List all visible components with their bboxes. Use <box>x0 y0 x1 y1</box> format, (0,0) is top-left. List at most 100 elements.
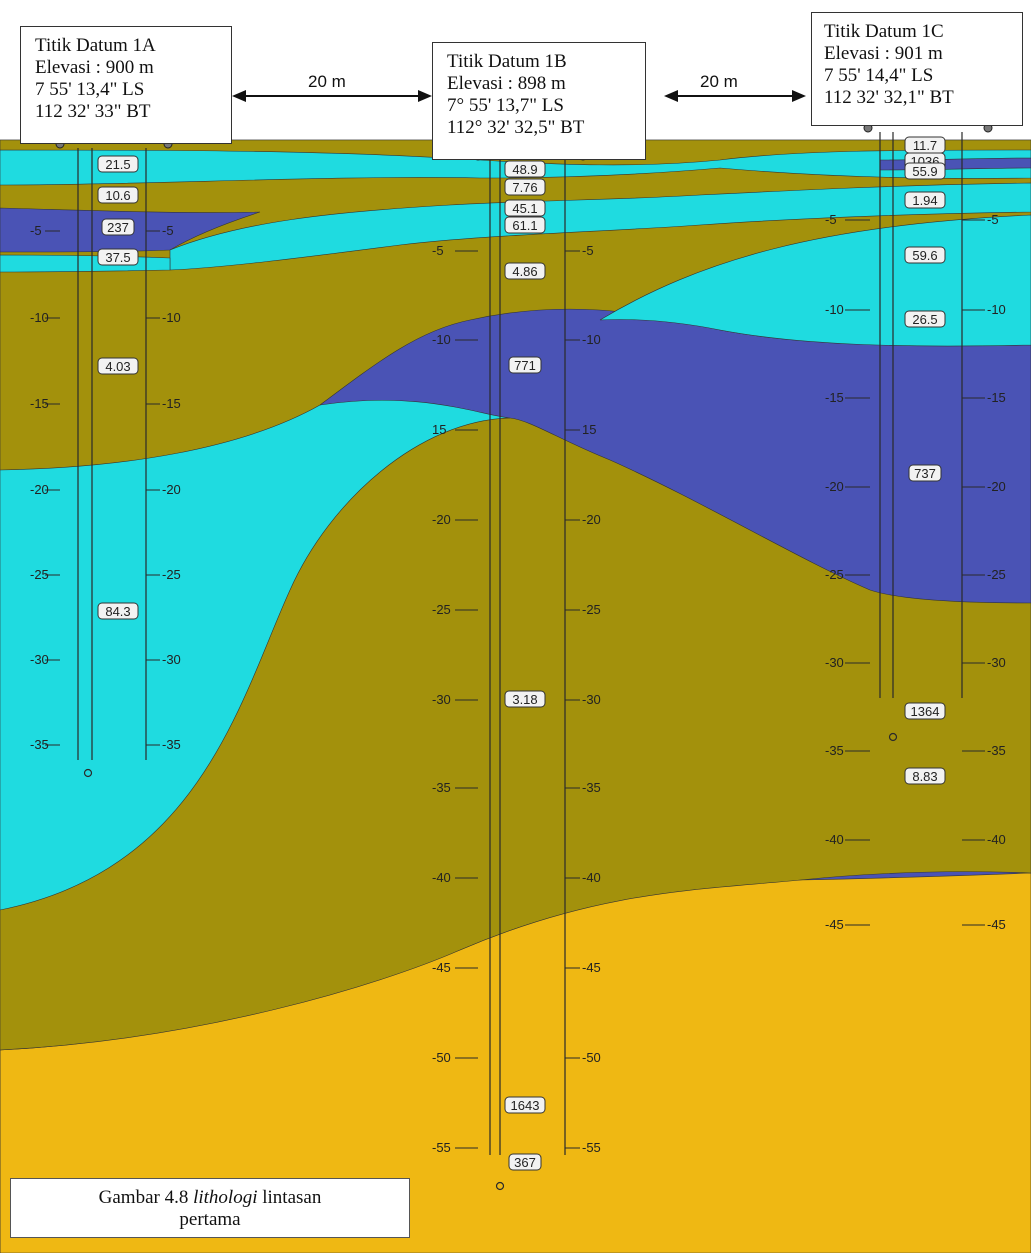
resistivity-box-1a <box>97 602 139 620</box>
borehole-end-1b <box>495 1181 505 1191</box>
depth-label-1c-right: -10 <box>987 302 1006 317</box>
depth-label-1b-right: -45 <box>582 960 601 975</box>
depth-label-1c-left: -10 <box>825 302 844 317</box>
resistivity-box-1c <box>908 464 942 482</box>
borehole-end-1c <box>888 732 898 742</box>
resistivity-box-1c <box>904 246 946 264</box>
resistivity-value-1b: 1643 <box>511 1098 540 1113</box>
depth-label-1c-right: -30 <box>987 655 1006 670</box>
depth-label-1a-right: -20 <box>162 482 181 497</box>
depth-label-1c-left: -20 <box>825 479 844 494</box>
resistivity-box-1b <box>504 1096 546 1114</box>
depth-label-1b-left: -5 <box>432 243 444 258</box>
resistivity-value-1c: 1.94 <box>912 193 937 208</box>
depth-label-1a-right: -5 <box>162 223 174 238</box>
datum-1a-longitude: 112 32' 33" BT <box>35 101 151 122</box>
distance-label-1a-1b: 20 m <box>308 72 346 91</box>
resistivity-value-1c: 1364 <box>911 704 940 719</box>
resistivity-value-1a: 237 <box>107 220 129 235</box>
datum-1b-longitude: 112° 32' 32,5" BT <box>447 117 585 138</box>
resistivity-value-1b: 48.9 <box>512 162 537 177</box>
depth-label-1b-left: -20 <box>432 512 451 527</box>
datum-1c-longitude: 112 32' 32,1" BT <box>824 87 954 108</box>
depth-label-1a-right: -15 <box>162 396 181 411</box>
resistivity-value-1c: 737 <box>914 466 936 481</box>
resistivity-value-1c: 8.83 <box>912 769 937 784</box>
resistivity-box-1a <box>101 218 135 236</box>
depth-label-1b-right: -20 <box>582 512 601 527</box>
depth-label-1b-left: -50 <box>432 1050 451 1065</box>
depth-label-1c-left: -25 <box>825 567 844 582</box>
resistivity-box-1c <box>904 702 946 720</box>
layer-cyan-band-left <box>0 254 171 273</box>
resistivity-box-1b <box>504 262 546 280</box>
resistivity-value-1b: 4.86 <box>512 264 537 279</box>
resistivity-value-1a: 84.3 <box>105 604 130 619</box>
resistivity-box-1c <box>904 310 946 328</box>
depth-label-1b-right: -10 <box>582 332 601 347</box>
resistivity-value-1a: 21.5 <box>105 157 130 172</box>
depth-label-1a-right: -35 <box>162 737 181 752</box>
borehole-end-1a <box>83 768 93 778</box>
datum-1c-elevation: Elevasi : 901 m <box>824 43 943 64</box>
datum-1a-box: Titik Datum 1A Elevasi : 900 m 7 55' 13,… <box>20 26 232 144</box>
resistivity-box-1b <box>508 1153 542 1171</box>
datum-1b-title: Titik Datum 1B <box>447 51 567 72</box>
depth-label-1b-left: 15 <box>432 422 446 437</box>
resistivity-box-1b <box>504 199 546 217</box>
resistivity-box-1a <box>97 186 139 204</box>
layer-blue-thin-top <box>879 157 1031 171</box>
datum-1b-box: Titik Datum 1B Elevasi : 898 m 7° 55' 13… <box>432 42 646 160</box>
resistivity-value-1b: 771 <box>514 358 536 373</box>
depth-label-1b-left: -25 <box>432 602 451 617</box>
datum-1b-latitude: 7° 55' 13,7" LS <box>447 95 564 116</box>
depth-label-1c-left: -45 <box>825 917 844 932</box>
depth-label-1b-right: 15 <box>582 422 596 437</box>
depth-label-1c-right: -5 <box>987 212 999 227</box>
caption-prefix: Gambar 4.8 <box>98 1187 189 1208</box>
datum-1a-latitude: 7 55' 13,4" LS <box>35 79 145 100</box>
resistivity-value-1c: 59.6 <box>912 248 937 263</box>
survey-lines <box>55 123 993 1191</box>
depth-label-1c-right: -20 <box>987 479 1006 494</box>
resistivity-value-1a: 10.6 <box>105 188 130 203</box>
depth-label-1b-right: -50 <box>582 1050 601 1065</box>
caption-italic: lithologi <box>193 1187 258 1208</box>
resistivity-box-1c <box>904 767 946 785</box>
depth-label-1b-left: -35 <box>432 780 451 795</box>
depth-label-1c-right: -45 <box>987 917 1006 932</box>
resistivity-box-1a <box>97 357 139 375</box>
resistivity-value-1c: 11.7 <box>913 138 937 153</box>
depth-label-1b-right: -5 <box>582 243 594 258</box>
depth-label-1b-right: -40 <box>582 870 601 885</box>
resistivity-box-1c <box>904 191 946 209</box>
resistivity-value-1c: 55.9 <box>912 164 937 179</box>
depth-label-1b-left: -40 <box>432 870 451 885</box>
resistivity-value-1b: 367 <box>514 1155 536 1170</box>
depth-label-1c-right: -25 <box>987 567 1006 582</box>
resistivity-box-1a <box>97 248 139 266</box>
caption-suffix: lintasan <box>262 1187 322 1208</box>
resistivity-box-1b <box>504 690 546 708</box>
resistivity-box-1b <box>508 356 542 374</box>
depth-label-1a-left: -35 <box>30 737 49 752</box>
depth-label-1b-left: -45 <box>432 960 451 975</box>
resistivity-value-1a: 37.5 <box>105 250 130 265</box>
depth-label-1a-right: -30 <box>162 652 181 667</box>
resistivity-box-1a <box>97 155 139 173</box>
datum-1a-title: Titik Datum 1A <box>35 35 156 56</box>
depth-label-1c-left: -35 <box>825 743 844 758</box>
depth-label-1c-right: -35 <box>987 743 1006 758</box>
resistivity-value-1c: 26.5 <box>912 312 937 327</box>
distance-label-1b-1c: 20 m <box>700 72 738 91</box>
depth-label-1b-right: -30 <box>582 692 601 707</box>
datum-1a-elevation: Elevasi : 900 m <box>35 57 154 78</box>
distance-arrows <box>232 90 806 102</box>
depth-label-1a-left: -25 <box>30 567 49 582</box>
resistivity-value-1b: 45.1 <box>512 201 537 216</box>
depth-label-1b-right: -55 <box>582 1140 601 1155</box>
depth-label-1b-left: -30 <box>432 692 451 707</box>
depth-label-1b-right: -25 <box>582 602 601 617</box>
datum-1b-elevation: Elevasi : 898 m <box>447 73 566 94</box>
